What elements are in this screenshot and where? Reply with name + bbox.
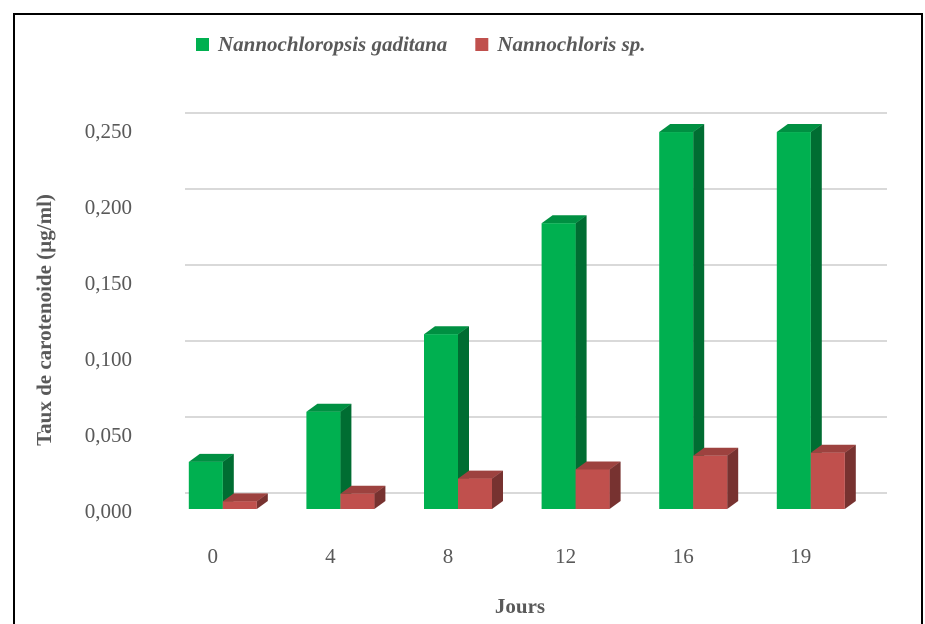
- bar-side: [693, 124, 705, 509]
- legend: Nannochloropsis gaditana Nannochloris sp.: [196, 32, 646, 56]
- legend-label: Nannochloris sp.: [496, 32, 645, 56]
- bar-front: [810, 452, 845, 509]
- bar: [659, 124, 705, 510]
- bar-top: [424, 326, 469, 335]
- bar-front: [306, 411, 341, 509]
- bar-front: [424, 334, 458, 509]
- x-axis-label: Jours: [495, 594, 545, 618]
- bar-top: [693, 447, 739, 456]
- bar-top: [188, 453, 234, 462]
- bar-side: [575, 215, 587, 510]
- x-tick-label: 8: [443, 544, 454, 568]
- bar-front: [575, 469, 610, 509]
- legend-swatch: [196, 38, 209, 51]
- bar-side: [727, 447, 739, 509]
- bar-front: [541, 223, 576, 510]
- y-tick-label: 0,050: [85, 423, 132, 447]
- bar-top: [222, 493, 268, 502]
- y-tick-label: 0,200: [85, 195, 132, 219]
- bar-top: [306, 403, 352, 412]
- y-axis-label: Taux de carotenoide (µg/ml): [32, 194, 56, 446]
- bar-side: [609, 461, 621, 509]
- y-tick-label: 0,000: [85, 499, 132, 523]
- bar-front: [693, 455, 728, 509]
- bar-top: [458, 470, 503, 479]
- bar-front: [458, 478, 492, 509]
- legend-swatch: [475, 38, 489, 51]
- bar-top: [340, 485, 386, 494]
- x-tick-label: 0: [208, 544, 219, 568]
- bar-front: [340, 493, 375, 509]
- y-tick-label: 0,100: [85, 347, 132, 371]
- bar-top: [541, 215, 587, 224]
- bar: [188, 453, 234, 509]
- x-tick-label: 16: [673, 544, 694, 568]
- bar: [776, 124, 822, 510]
- x-tick-label: 19: [790, 544, 811, 568]
- bar-front: [659, 132, 694, 510]
- legend-label: Nannochloropsis gaditana: [217, 32, 447, 56]
- bar: [306, 403, 352, 509]
- bar-side: [492, 470, 503, 509]
- bar: [541, 215, 587, 510]
- bar: [424, 326, 469, 509]
- bar: [340, 485, 386, 509]
- bar: [693, 447, 739, 509]
- bar-side: [374, 485, 386, 509]
- x-tick-label: 12: [555, 544, 576, 568]
- bar-side: [810, 124, 822, 509]
- bar: [810, 444, 856, 509]
- y-tick-label: 0,250: [85, 119, 132, 143]
- bar-side: [340, 403, 352, 509]
- bar: [575, 461, 621, 509]
- bar-front: [188, 461, 223, 509]
- bar-top: [575, 461, 621, 470]
- bar-side: [256, 493, 268, 509]
- bar-side: [458, 326, 469, 509]
- x-tick-label: 4: [325, 544, 336, 568]
- bar-top: [810, 444, 856, 453]
- y-tick-label: 0,150: [85, 271, 132, 295]
- chart-frame: [13, 13, 923, 624]
- bar-front: [222, 501, 257, 509]
- bar-side: [222, 453, 234, 509]
- bar-top: [659, 124, 705, 133]
- bar: [458, 470, 503, 509]
- bar: [222, 493, 268, 509]
- bar-front: [776, 132, 811, 510]
- bar-top: [776, 124, 822, 133]
- bar-side: [844, 444, 856, 509]
